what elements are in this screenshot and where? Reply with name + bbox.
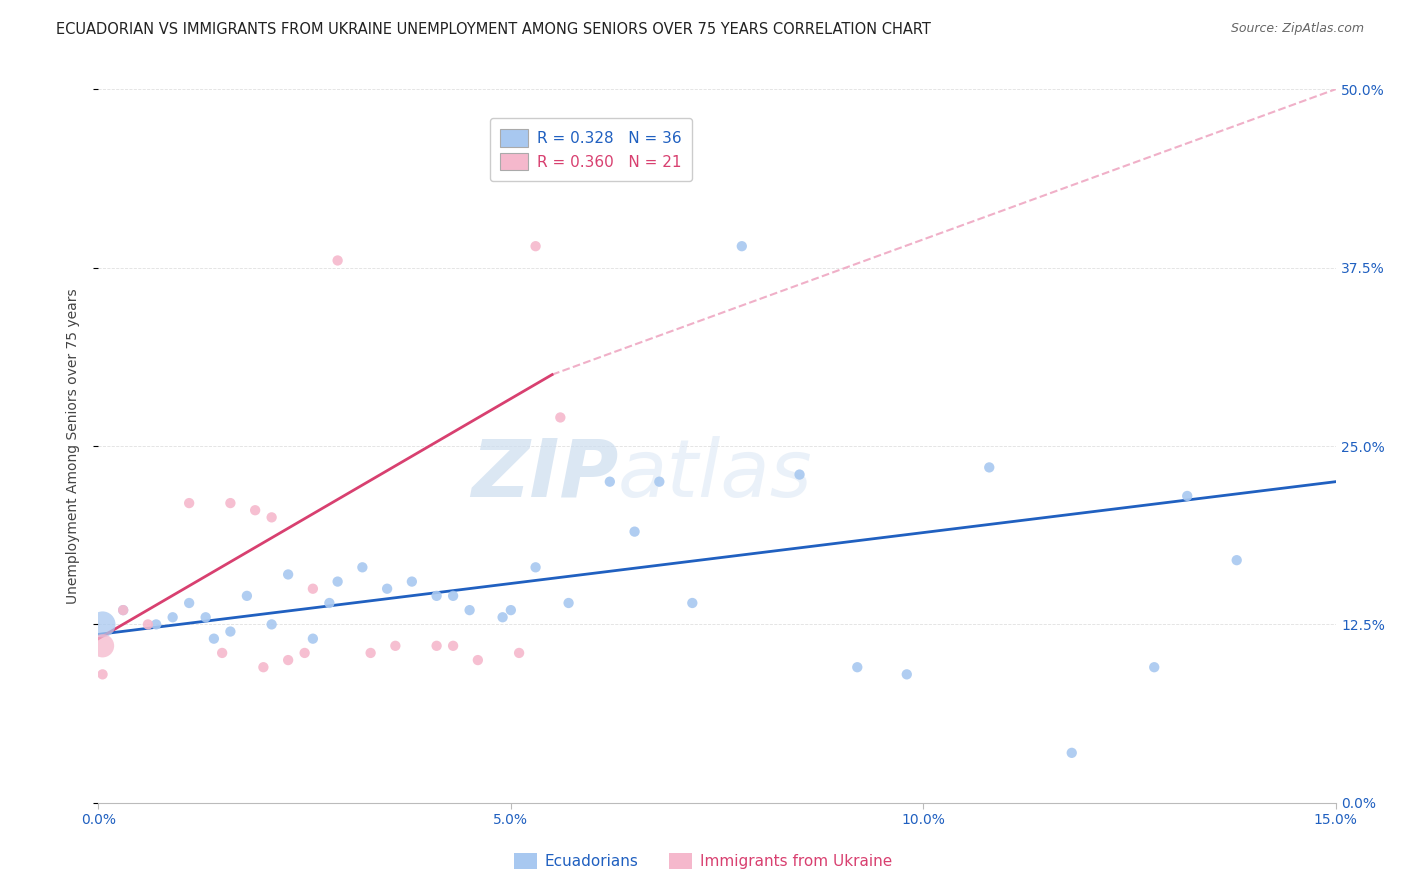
Legend: R = 0.328   N = 36, R = 0.360   N = 21: R = 0.328 N = 36, R = 0.360 N = 21 [489, 119, 692, 181]
Point [260, 510, 283, 524]
Point [302, 632, 325, 646]
Point [252, 660, 274, 674]
Point [401, 574, 423, 589]
Point [896, 667, 918, 681]
Point [352, 560, 374, 574]
Point [441, 589, 464, 603]
Point [91, 617, 114, 632]
Point [277, 567, 299, 582]
Text: ZIP: ZIP [471, 435, 619, 514]
Point [426, 589, 449, 603]
Point [499, 603, 522, 617]
Point [524, 239, 547, 253]
Point [326, 253, 349, 268]
Point [211, 646, 233, 660]
Point [375, 582, 398, 596]
Point [426, 639, 449, 653]
Y-axis label: Unemployment Among Seniors over 75 years: Unemployment Among Seniors over 75 years [66, 288, 80, 604]
Point [112, 603, 135, 617]
Point [458, 603, 481, 617]
Point [508, 646, 530, 660]
Point [1175, 489, 1198, 503]
Point [318, 596, 340, 610]
Point [112, 603, 135, 617]
Point [326, 574, 349, 589]
Point [219, 496, 242, 510]
Point [294, 646, 316, 660]
Point [162, 610, 184, 624]
Point [136, 617, 159, 632]
Point [1060, 746, 1083, 760]
Point [599, 475, 621, 489]
Point [550, 410, 572, 425]
Point [557, 596, 579, 610]
Point [467, 653, 489, 667]
Point [1226, 553, 1249, 567]
Point [219, 624, 242, 639]
Point [194, 610, 217, 624]
Point [91, 639, 114, 653]
Point [384, 639, 406, 653]
Point [277, 653, 299, 667]
Point [491, 610, 513, 624]
Text: atlas: atlas [619, 435, 813, 514]
Text: ECUADORIAN VS IMMIGRANTS FROM UKRAINE UNEMPLOYMENT AMONG SENIORS OVER 75 YEARS C: ECUADORIAN VS IMMIGRANTS FROM UKRAINE UN… [56, 22, 931, 37]
Point [360, 646, 382, 660]
Legend: Ecuadorians, Immigrants from Ukraine: Ecuadorians, Immigrants from Ukraine [508, 847, 898, 875]
Point [145, 617, 167, 632]
Point [846, 660, 869, 674]
Point [648, 475, 671, 489]
Point [243, 503, 266, 517]
Point [731, 239, 754, 253]
Point [302, 582, 325, 596]
Point [202, 632, 225, 646]
Point [789, 467, 811, 482]
Point [260, 617, 283, 632]
Point [681, 596, 703, 610]
Point [441, 639, 464, 653]
Point [91, 667, 114, 681]
Point [524, 560, 547, 574]
Point [623, 524, 645, 539]
Point [179, 596, 201, 610]
Text: Source: ZipAtlas.com: Source: ZipAtlas.com [1230, 22, 1364, 36]
Point [979, 460, 1001, 475]
Point [179, 496, 201, 510]
Point [1143, 660, 1166, 674]
Point [236, 589, 259, 603]
